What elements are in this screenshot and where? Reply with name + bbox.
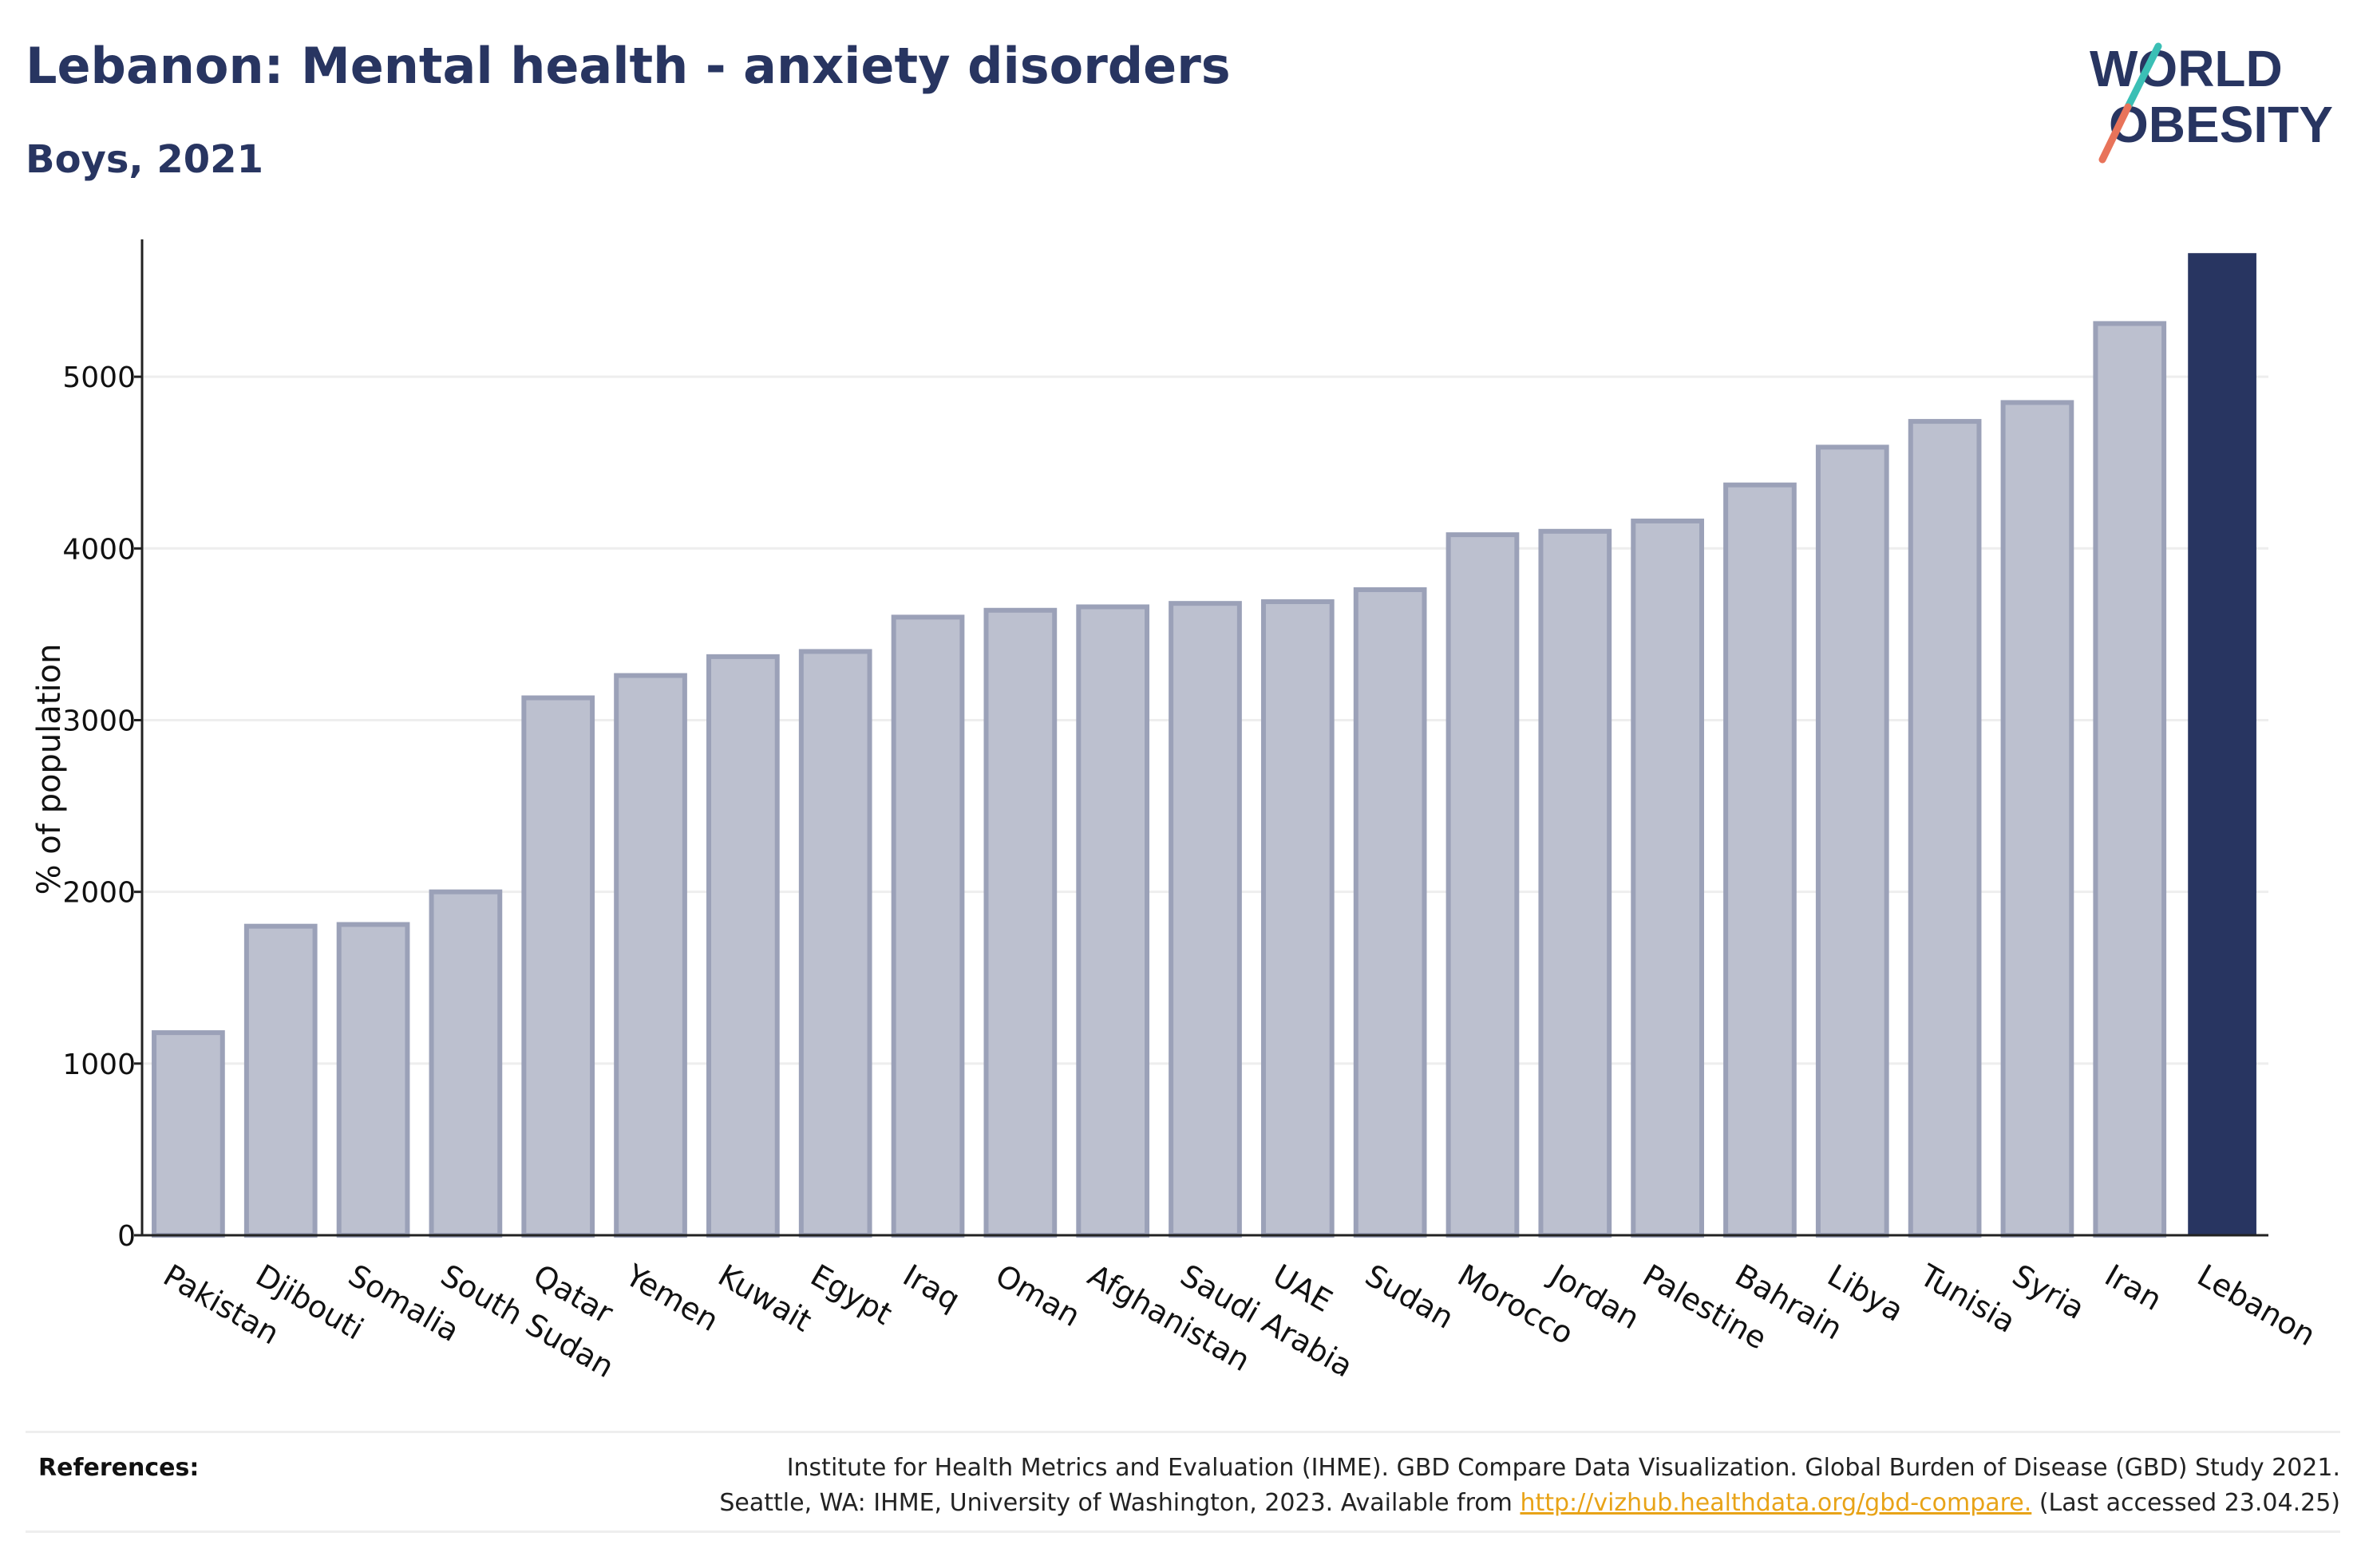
bars bbox=[152, 253, 2256, 1238]
reference-line-1: Institute for Health Metrics and Evaluat… bbox=[786, 1454, 2340, 1482]
bar-iraq bbox=[891, 614, 965, 1238]
bar-somalia bbox=[336, 922, 410, 1238]
bar-jordan bbox=[1538, 528, 1612, 1238]
bar-tunisia bbox=[1908, 419, 1982, 1238]
logo-text-obesity: OBESITY bbox=[2109, 96, 2333, 153]
bar-qatar bbox=[521, 695, 595, 1238]
bar-libya bbox=[1815, 444, 1889, 1238]
y-tick-label: 2000 bbox=[62, 877, 136, 910]
x-tick-label: Egypt bbox=[805, 1258, 898, 1332]
x-tick-label: Iran bbox=[2099, 1258, 2168, 1317]
bar-egypt bbox=[798, 649, 872, 1238]
world-obesity-logo: WORLD OBESITY bbox=[2090, 40, 2333, 164]
x-tick-label: Lebanon bbox=[2192, 1258, 2322, 1353]
x-tick-label: Syria bbox=[2007, 1258, 2090, 1326]
logo-slash-teal bbox=[2124, 42, 2162, 111]
logo-slash-coral bbox=[2098, 103, 2132, 164]
bar-south-sudan bbox=[429, 889, 503, 1238]
bar-uae bbox=[1260, 599, 1335, 1238]
y-tick-label: 5000 bbox=[62, 361, 136, 394]
logo-text-world: WORLD bbox=[2090, 40, 2283, 97]
references-text: Institute for Health Metrics and Evaluat… bbox=[719, 1451, 2340, 1521]
y-axis-label: % of population bbox=[31, 644, 68, 895]
bar-djibouti bbox=[243, 923, 318, 1238]
bar-oman bbox=[983, 607, 1058, 1238]
x-tick-label: Yemen bbox=[619, 1257, 725, 1338]
bar-sudan bbox=[1353, 587, 1427, 1238]
y-tick-label: 1000 bbox=[62, 1049, 136, 1081]
bar-kuwait bbox=[706, 654, 780, 1238]
axes bbox=[134, 239, 2268, 1237]
bar-lebanon bbox=[2188, 253, 2256, 1235]
bar-afghanistan bbox=[1076, 604, 1150, 1238]
reference-line-2: Seattle, WA: IHME, University of Washing… bbox=[719, 1486, 2340, 1521]
chart-subtitle: Boys, 2021 bbox=[26, 137, 263, 182]
bar-pakistan bbox=[152, 1030, 225, 1238]
reference-link[interactable]: http://vizhub.healthdata.org/gbd-compare… bbox=[1520, 1489, 2032, 1517]
references-panel: References: Institute for Health Metrics… bbox=[26, 1431, 2340, 1533]
chart-title: Lebanon: Mental health - anxiety disorde… bbox=[26, 37, 1231, 95]
x-tick-label: Tunisia bbox=[1913, 1257, 2021, 1340]
bar-iran bbox=[2093, 321, 2167, 1238]
x-tick-label: Kuwait bbox=[712, 1258, 817, 1339]
bar-saudi-arabia bbox=[1169, 601, 1242, 1238]
bar-yemen bbox=[614, 673, 687, 1238]
bar-morocco bbox=[1445, 532, 1520, 1238]
bar-bahrain bbox=[1723, 482, 1797, 1238]
reference-line-2-suffix: (Last accessed 23.04.25) bbox=[2039, 1489, 2340, 1517]
bar-syria bbox=[2000, 400, 2074, 1238]
bar-palestine bbox=[1631, 518, 1704, 1238]
reference-line-2-prefix: Seattle, WA: IHME, University of Washing… bbox=[719, 1489, 1513, 1517]
y-tick-label: 3000 bbox=[62, 705, 136, 737]
references-label: References: bbox=[38, 1454, 200, 1482]
x-tick-label: Iraq bbox=[897, 1258, 966, 1317]
bar-chart: 010002000300040005000PakistanDjiboutiSom… bbox=[31, 239, 2322, 1384]
x-tick-label: Oman bbox=[990, 1258, 1086, 1333]
x-tick-label: Sudan bbox=[1359, 1258, 1460, 1336]
y-tick-label: 4000 bbox=[62, 533, 136, 566]
y-tick-label: 0 bbox=[117, 1220, 136, 1253]
